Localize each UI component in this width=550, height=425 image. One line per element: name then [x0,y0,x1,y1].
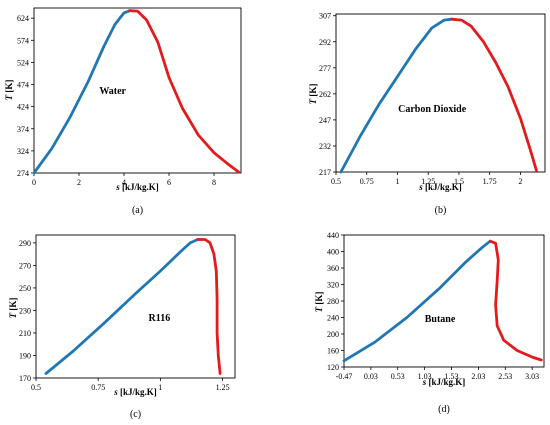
x-tick-label: 1.03 [418,372,432,381]
y-axis-label: T [K] [8,298,18,319]
x-tick-label: 1.25 [421,177,435,186]
y-tick-label: 440 [327,231,339,240]
saturated-liquid-line [342,239,492,363]
x-axis-label: s [kJ/kg.K] [113,387,157,397]
panel-label: (a) [132,205,143,216]
x-tick-label: 0.53 [391,372,405,381]
y-tick-label: 250 [19,284,31,293]
x-tick-label: 2 [518,177,522,186]
x-tick-label: 1.25 [216,383,230,392]
fluid-name-annotation: Butane [425,314,456,325]
y-tick-label: 232 [319,142,331,151]
y-tick-label: 160 [327,347,339,356]
x-axis-label: s [kJ/kg.K] [115,182,159,192]
y-tick-label: 624 [17,14,29,23]
x-tick-label: -0.47 [336,372,353,381]
x-tick-label: 0 [32,178,36,187]
y-tick-label: 574 [17,36,29,45]
saturated-liquid-line [32,9,132,175]
fluid-name-annotation: R116 [149,313,171,324]
y-tick-label: 360 [327,264,339,273]
y-axis-label: T [K] [4,80,14,101]
y-axis-label: T [K] [308,84,318,105]
x-tick-label: 0.5 [331,177,341,186]
x-tick-label: 4 [122,178,126,187]
y-tick-label: 292 [319,38,331,47]
x-tick-label: 1.75 [483,177,497,186]
x-tick-label: 0.75 [360,177,374,186]
panel-b-carbon-dioxide: 0.5 0.75 1 1.25 1.5 1.75 2 217 232 247 262 277 292 30… [308,12,546,216]
panel-label: (d) [438,404,450,415]
y-tick-label: 424 [17,103,29,112]
x-tick-label: 0.03 [364,372,378,381]
saturated-vapor-line [196,238,222,375]
fluid-name-annotation: Water [99,86,126,97]
y-tick-label: 190 [19,351,31,360]
x-tick-label: 0.75 [91,383,105,392]
y-tick-label: 262 [319,90,331,99]
y-tick-label: 247 [319,116,331,125]
y-tick-label: 307 [319,12,331,21]
y-tick-label: 200 [327,330,339,339]
x-tick-label: 3.03 [525,372,539,381]
saturated-vapor-line [488,239,543,362]
saturated-liquid-line [44,238,200,375]
y-tick-label: 324 [17,147,29,156]
x-tick-label: 8 [212,178,216,187]
y-tick-label: 474 [17,81,29,90]
x-tick-label: 2.53 [498,372,512,381]
y-tick-label: 400 [327,248,339,257]
x-tick-label: 1.53 [445,372,459,381]
x-axis-label: s [kJ/kg.K] [418,182,462,192]
fluid-name-annotation: Carbon Dioxide [398,104,467,115]
y-axis-label: T [K] [314,292,324,313]
y-tick-label: 230 [19,306,31,315]
x-tick-label: 6 [167,178,171,187]
plot-frame [33,7,242,174]
y-tick-label: 524 [17,58,29,67]
saturated-vapor-line [450,17,538,172]
x-tick-label: 1 [158,383,162,392]
x-tick-label: 2.03 [471,372,485,381]
x-tick-label: 1 [395,177,399,186]
panel-c-r116: 0.5 0.75 1 1.25 170 190 210 230 250 270 290 s [kJ/k… [8,234,236,420]
y-tick-label: 120 [327,363,339,372]
y-tick-label: 274 [17,169,29,178]
y-tick-label: 240 [327,314,339,323]
y-tick-label: 374 [17,125,29,134]
y-tick-label: 217 [319,168,331,177]
saturated-vapor-line [128,9,241,174]
x-tick-label: 2 [77,178,81,187]
y-tick-label: 210 [19,329,31,338]
y-tick-label: 170 [19,374,31,383]
panel-label: (c) [130,409,141,420]
y-tick-label: 290 [19,239,31,248]
x-tick-label: 0.5 [31,383,41,392]
plot-frame [335,13,546,173]
saturated-liquid-line [339,17,454,174]
x-tick-label: 1.5 [454,177,464,186]
panel-a-water: 0 2 4 6 8 274 324 374 424 474 524 574 624 s [kJ/kg.K]… [4,7,242,216]
y-tick-label: 277 [319,64,331,73]
panel-label: (b) [435,205,447,216]
y-tick-label: 270 [19,261,31,270]
plot-frame [35,234,236,379]
y-tick-label: 280 [327,297,339,306]
x-axis-label: s [kJ/kg.K] [422,377,466,387]
panel-d-butane: -0.47 0.03 0.53 1.03 1.53 2.03 2.53 3.03 120 160 2… [314,231,545,415]
y-tick-label: 320 [327,281,339,290]
